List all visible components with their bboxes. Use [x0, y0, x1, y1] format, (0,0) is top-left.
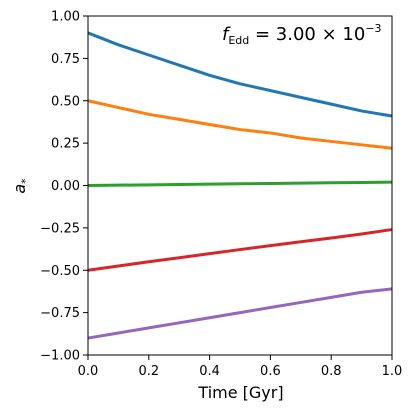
- series-line-1: [87, 31, 393, 118]
- series-line-4: [87, 228, 393, 272]
- x-tick-label: 0.4: [199, 364, 220, 379]
- y-tick-label: 0.00: [51, 179, 80, 194]
- series-line-3: [87, 180, 393, 187]
- y-tick-label: 1.00: [51, 10, 80, 25]
- series-line-2: [87, 99, 393, 150]
- y-tick-label: −0.50: [40, 264, 80, 279]
- y-tick-label: −0.75: [40, 306, 80, 321]
- y-axis-label: a*: [10, 178, 32, 194]
- y-tick-label: −0.25: [40, 221, 80, 236]
- x-axis-label: Time [Gyr]: [197, 383, 283, 402]
- x-tick-label: 0.0: [78, 364, 99, 379]
- x-tick-label: 0.2: [138, 364, 159, 379]
- x-tick-label: 0.6: [260, 364, 281, 379]
- y-tick-label: −1.00: [40, 349, 80, 364]
- series-line-5: [87, 287, 393, 340]
- x-tick-label: 1.0: [382, 364, 403, 379]
- ticks-layer: 0.0 0.2 0.4 0.6 0.8 1.0 −1.00 −0.75 −0.50 −0.25 0.…: [40, 10, 402, 380]
- x-tick-label: 0.8: [321, 364, 342, 379]
- y-tick-label: 0.50: [51, 94, 80, 109]
- y-tick-label: 0.75: [51, 52, 80, 67]
- plot-frame: [87, 15, 393, 356]
- eddington-ratio-annotation: fEdd = 3.00 × 10−3: [222, 22, 382, 47]
- y-tick-label: 0.25: [51, 137, 80, 152]
- series-layer: [87, 31, 393, 340]
